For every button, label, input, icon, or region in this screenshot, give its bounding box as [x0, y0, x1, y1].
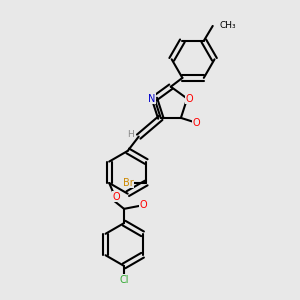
Text: O: O	[193, 118, 200, 128]
Text: O: O	[139, 200, 147, 210]
Text: Cl: Cl	[119, 275, 129, 285]
Text: CH₃: CH₃	[219, 21, 236, 30]
Text: O: O	[186, 94, 193, 103]
Text: Br: Br	[123, 178, 134, 188]
Text: N: N	[148, 94, 156, 103]
Text: H: H	[127, 130, 134, 139]
Text: O: O	[112, 192, 120, 202]
